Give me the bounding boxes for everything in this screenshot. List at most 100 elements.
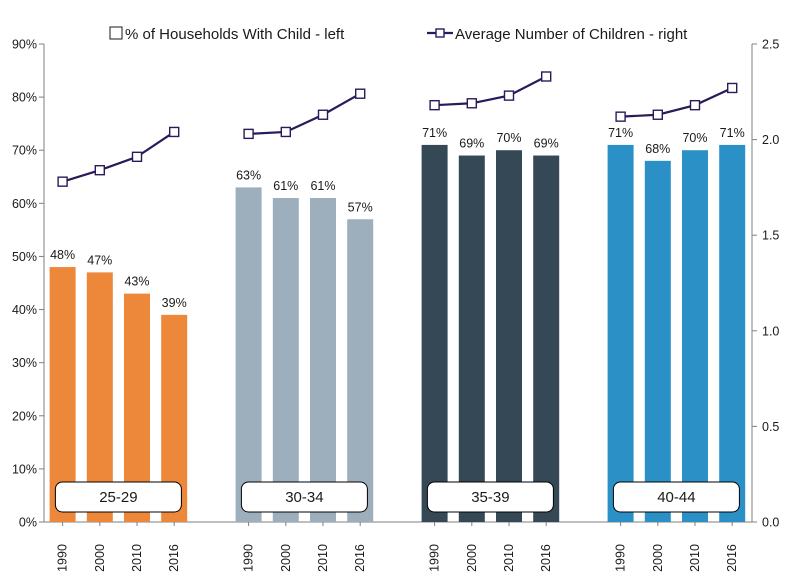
bar-data-label: 71%: [720, 126, 745, 140]
x-tick-label: 2010: [688, 544, 702, 572]
bar-data-label: 43%: [124, 275, 149, 289]
left-tick-label: 0%: [19, 516, 37, 530]
bar-data-label: 71%: [422, 126, 447, 140]
x-tick-label: 2010: [316, 544, 330, 572]
bar: [235, 187, 262, 522]
axes: 0% 10% 20% 30% 40% 50% 60% 70% 80% 90% 0.0 0.5 1.0 1.…: [12, 38, 779, 530]
right-tick-label: 1.5: [762, 229, 779, 243]
bar: [49, 267, 76, 522]
group-label: 35-39: [471, 489, 509, 506]
avg-children-point: [466, 98, 477, 109]
x-tick-label: 1990: [614, 544, 628, 572]
right-tick-label: 1.0: [762, 324, 779, 338]
x-tick-label: 2000: [279, 544, 293, 572]
avg-children-line: [434, 75, 547, 107]
x-tick-label: 2000: [465, 544, 479, 572]
bar-data-label: 69%: [459, 137, 484, 151]
bars: 48% 1990 47% 2000 43% 2010 39% 2016 63% 1990 61% 20…: [49, 126, 746, 572]
avg-children-point: [689, 99, 701, 111]
bar: [86, 272, 113, 522]
avg-children-point: [317, 109, 329, 120]
avg-children-point: [57, 176, 68, 187]
bar: [310, 198, 336, 522]
bar-data-label: 70%: [682, 131, 707, 145]
left-tick-label: 10%: [12, 462, 37, 476]
x-tick-label: 2016: [167, 544, 181, 572]
bar: [458, 155, 485, 523]
group-label: 25-29: [99, 489, 137, 506]
bar: [719, 144, 746, 522]
legend: % of Households With Child - left Averag…: [109, 26, 688, 43]
left-tick-label: 20%: [12, 409, 37, 423]
bar: [347, 219, 374, 522]
bar: [682, 150, 708, 522]
avg-children-point: [652, 109, 663, 120]
right-tick-label: 2.5: [762, 38, 779, 52]
x-tick-label: 1990: [428, 544, 442, 572]
avg-children-point: [355, 88, 366, 99]
avg-children-point: [243, 128, 254, 140]
bar: [607, 144, 634, 522]
avg-children-line: [62, 131, 175, 183]
bar-data-label: 71%: [608, 126, 633, 140]
lines: [57, 71, 738, 187]
x-tick-label: 2000: [651, 544, 665, 572]
avg-children-line: [620, 86, 733, 118]
left-tick-label: 90%: [12, 38, 37, 52]
right-tick-label: 2.0: [762, 133, 779, 147]
avg-children-point: [429, 99, 440, 111]
bar-data-label: 68%: [645, 142, 670, 156]
group-label-box: [426, 481, 554, 513]
group-label-box: [612, 481, 740, 513]
avg-children-point: [503, 90, 515, 101]
group-labels: 25-29 30-34 35-39 40-44: [54, 481, 740, 513]
x-tick-label: 2010: [502, 544, 516, 572]
right-tick-label: 0.5: [762, 420, 779, 434]
bar: [496, 150, 522, 522]
x-tick-label: 2010: [130, 544, 144, 572]
avg-children-point: [615, 111, 626, 122]
bar-data-label: 61%: [273, 179, 298, 193]
bar-data-label: 48%: [50, 248, 75, 262]
group-label-box: [240, 481, 368, 513]
bar: [533, 155, 560, 523]
left-tick-label: 70%: [12, 144, 37, 158]
left-tick-label: 80%: [12, 91, 37, 105]
avg-children-point: [131, 151, 143, 163]
legend-line-label: Average Number of Children - right: [455, 26, 688, 43]
group-label: 30-34: [285, 489, 323, 506]
bar-data-label: 57%: [348, 200, 373, 214]
group-label-box: [54, 481, 182, 513]
bar-data-label: 70%: [496, 131, 521, 145]
avg-children-point: [280, 126, 291, 138]
bar-data-label: 39%: [162, 296, 187, 310]
left-tick-label: 30%: [12, 356, 37, 370]
bar: [421, 144, 448, 522]
bar-data-label: 63%: [236, 168, 261, 182]
left-tick-label: 60%: [12, 197, 37, 211]
bar-data-label: 47%: [87, 253, 112, 267]
x-tick-label: 2016: [725, 544, 739, 572]
legend-line-marker: [435, 28, 445, 38]
avg-children-point: [168, 126, 180, 138]
avg-children-point: [541, 71, 552, 82]
left-tick-label: 40%: [12, 303, 37, 317]
x-tick-label: 2016: [539, 544, 553, 572]
avg-children-line: [248, 92, 361, 135]
avg-children-point: [94, 164, 106, 176]
left-tick-label: 50%: [12, 250, 37, 264]
bar-data-label: 61%: [310, 179, 335, 193]
group-label: 40-44: [657, 489, 695, 506]
x-tick-label: 2016: [353, 544, 367, 572]
x-tick-label: 2000: [93, 544, 107, 572]
right-tick-label: 0.0: [762, 516, 779, 530]
bar: [644, 160, 671, 522]
avg-children-point: [727, 82, 738, 94]
bar: [272, 198, 299, 522]
x-tick-label: 1990: [56, 544, 70, 572]
x-tick-label: 1990: [242, 544, 256, 572]
legend-bar-label: % of Households With Child - left: [125, 26, 345, 43]
legend-bar-swatch: [109, 26, 123, 40]
